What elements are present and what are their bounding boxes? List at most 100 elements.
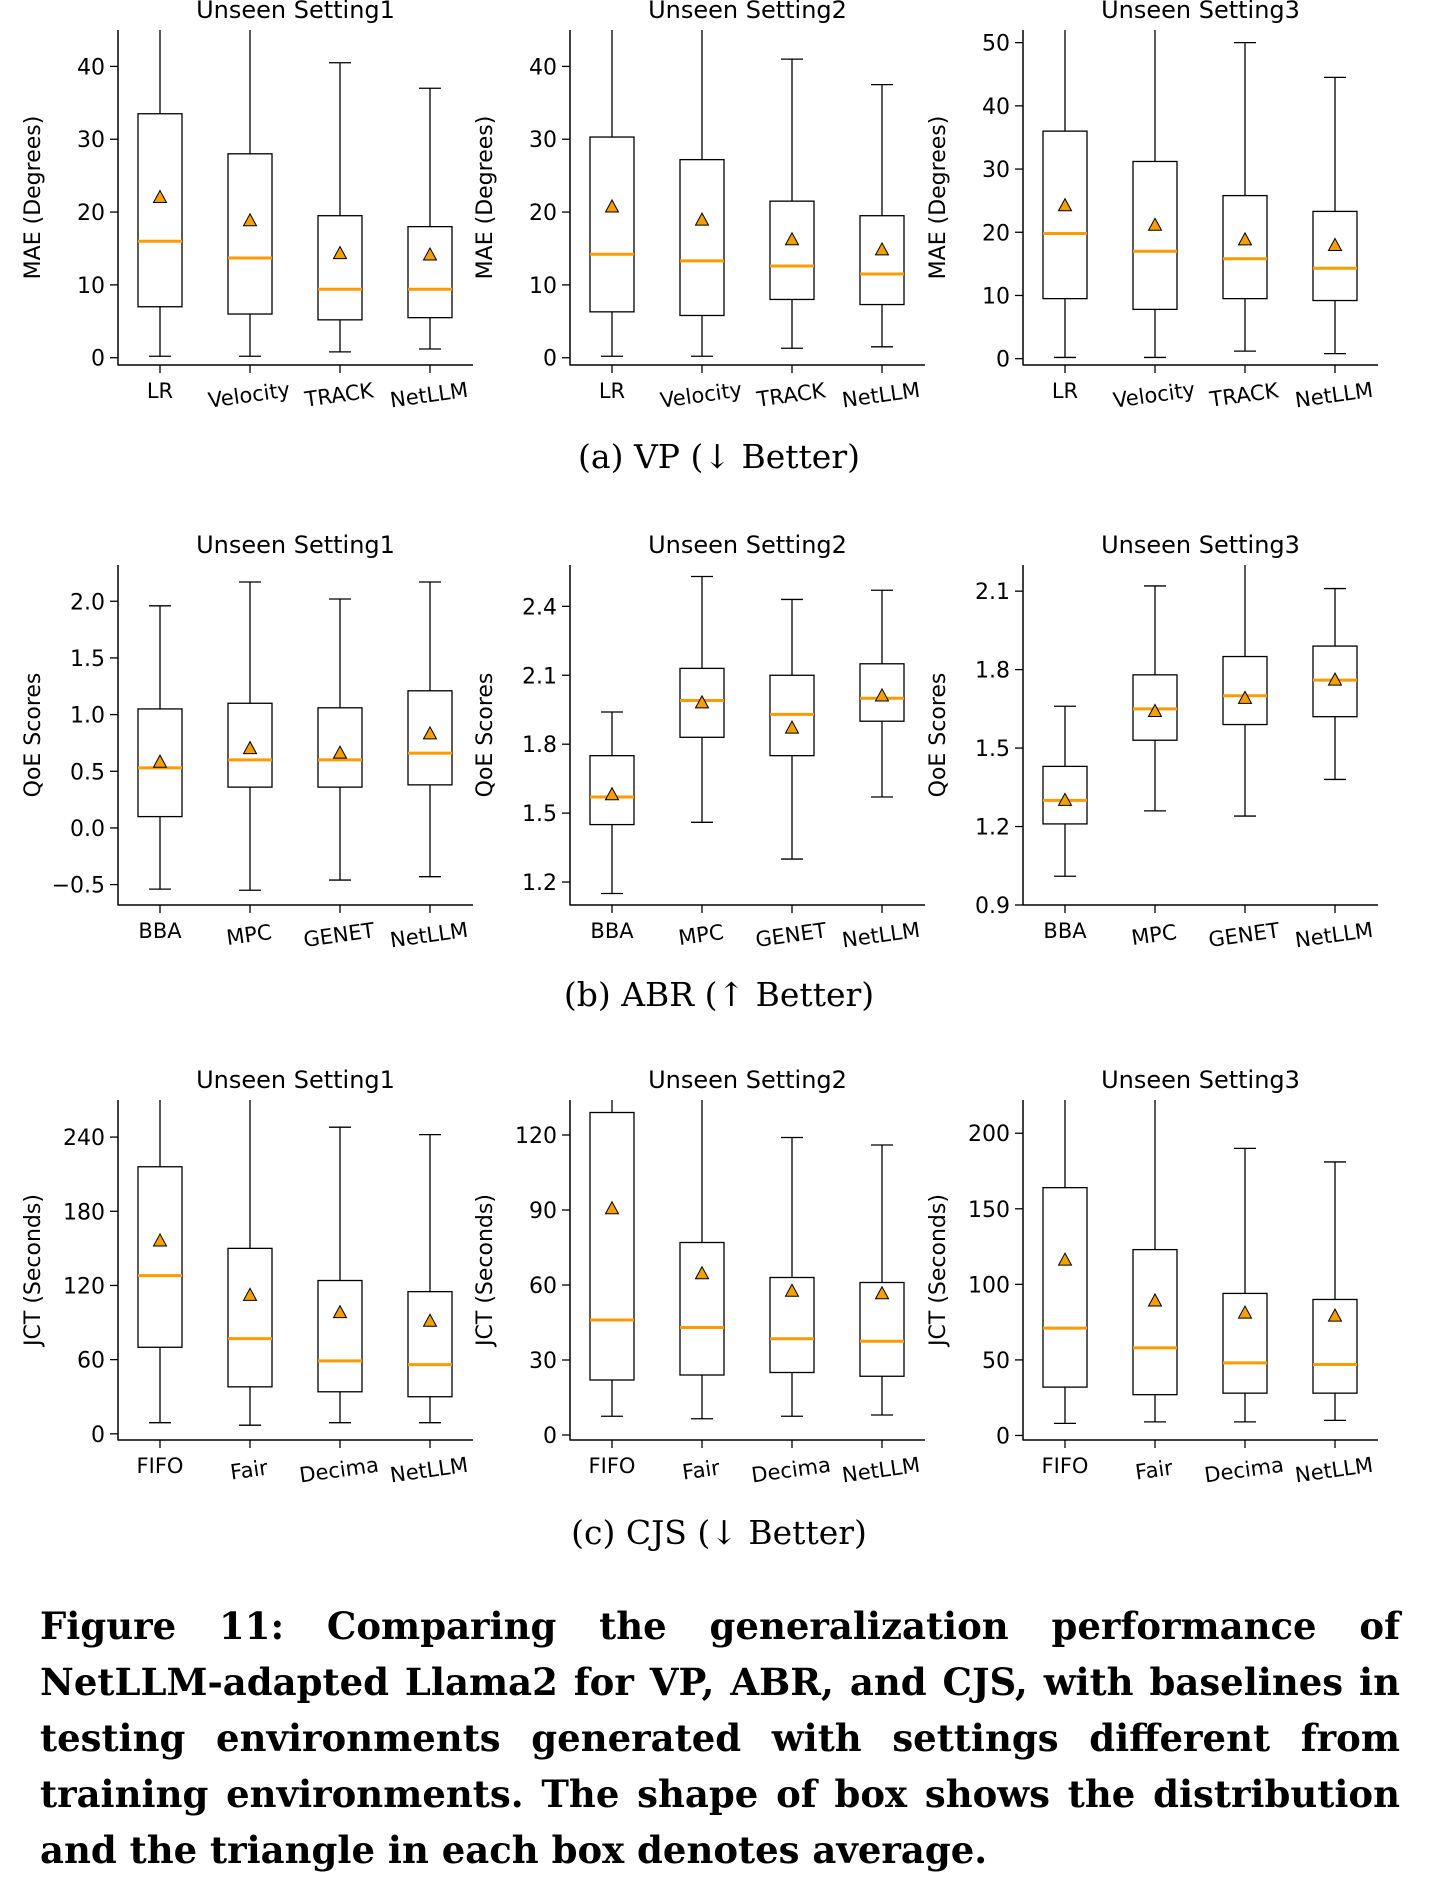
mean-marker-bba <box>1057 792 1073 806</box>
mean-marker-netllm <box>1327 237 1343 252</box>
y-axis-label: MAE (Degrees) <box>473 116 498 280</box>
y-tick-label: 120 <box>63 1274 105 1299</box>
y-tick-label: 200 <box>968 1122 1010 1147</box>
y-tick-label: 1.5 <box>975 737 1010 762</box>
chart-title: Unseen Setting3 <box>1101 0 1300 24</box>
x-tick-label-fair: Fair <box>681 1456 722 1485</box>
chart-title: Unseen Setting2 <box>648 1066 847 1094</box>
y-tick-label: 180 <box>63 1200 105 1225</box>
box-velocity <box>679 158 725 317</box>
mean-marker-mpc <box>242 740 258 755</box>
y-tick-label: 20 <box>77 201 105 226</box>
y-tick-label: 60 <box>529 1274 557 1299</box>
box-velocity <box>227 153 273 315</box>
y-tick-label: 0 <box>543 1424 557 1449</box>
y-axis-label: JCT (Seconds) <box>21 1194 46 1348</box>
chart-panel-abr-3: Unseen Setting3 QoE Scores 0.9 1.2 1.5 1.8 2.1… <box>926 531 1378 952</box>
x-tick-label-velocity: Velocity <box>659 377 744 412</box>
mean-marker-fifo <box>152 1232 168 1247</box>
x-tick-label-decima: Decima <box>750 1453 832 1488</box>
x-tick-label-lr: LR <box>1052 379 1078 403</box>
y-tick-label: 0 <box>996 348 1010 373</box>
y-tick-label: 40 <box>77 55 105 80</box>
x-tick-label-genet: GENET <box>302 918 376 952</box>
y-tick-label: 10 <box>982 284 1010 309</box>
x-tick-label-genet: GENET <box>754 918 828 952</box>
chart-title: Unseen Setting1 <box>196 531 395 559</box>
mean-marker-bba <box>604 786 620 801</box>
y-axis-label: MAE (Degrees) <box>21 116 46 280</box>
x-tick-label-lr: LR <box>599 379 625 403</box>
y-tick-label: 1.0 <box>70 704 105 729</box>
x-tick-label-track: TRACK <box>1207 378 1281 412</box>
chart-panel-cjs-3: Unseen Setting3 JCT (Seconds) 0 50 100 150 200… <box>926 1066 1378 1488</box>
y-axis-label: JCT (Seconds) <box>926 1194 951 1348</box>
y-tick-label: 240 <box>63 1126 105 1151</box>
y-tick-label: 0 <box>91 347 105 372</box>
box-netllm <box>407 225 453 319</box>
y-tick-label: 120 <box>515 1124 557 1149</box>
x-tick-label-netllm: NetLLM <box>1294 918 1375 953</box>
y-tick-label: 2.1 <box>522 664 557 689</box>
x-tick-label-velocity: Velocity <box>207 377 292 412</box>
box-netllm <box>859 215 905 306</box>
x-tick-label-mpc: MPC <box>677 920 725 950</box>
chart-panel-vp-1: Unseen Setting1 MAE (Degrees) 0 10 20 30 40 LR V… <box>21 0 473 413</box>
box-mpc <box>227 702 273 788</box>
mean-marker-genet <box>332 745 348 759</box>
chart-title: Unseen Setting1 <box>196 1066 395 1094</box>
x-tick-label-velocity: Velocity <box>1112 377 1197 412</box>
mean-marker-fifo <box>1057 1252 1073 1266</box>
caption-abr: (b) ABR (↑ Better) <box>563 975 875 1014</box>
y-tick-label: 30 <box>77 128 105 153</box>
mean-marker-netllm <box>1327 1308 1343 1322</box>
y-tick-label: 40 <box>529 55 557 80</box>
x-tick-label-netllm: NetLLM <box>1294 378 1375 413</box>
x-tick-label-genet: GENET <box>1207 918 1281 952</box>
x-tick-label-netllm: NetLLM <box>389 378 470 413</box>
mean-marker-netllm <box>422 1313 438 1327</box>
chart-panel-vp-2: Unseen Setting2 MAE (Degrees) 0 10 20 30 40 LR V… <box>473 0 925 413</box>
x-tick-label-netllm: NetLLM <box>389 918 470 953</box>
x-tick-label-fifo: FIFO <box>137 1454 184 1478</box>
mean-marker-netllm <box>874 241 890 256</box>
y-axis-label: QoE Scores <box>473 673 498 798</box>
mean-marker-genet <box>1237 690 1253 704</box>
y-tick-label: 10 <box>529 274 557 299</box>
chart-panel-abr-1: Unseen Setting1 QoE Scores −0.5 0.0 0.5 1.0 1.… <box>21 531 473 952</box>
box-decima <box>1222 1292 1268 1394</box>
box-bba <box>589 755 635 826</box>
y-tick-label: 50 <box>982 32 1010 57</box>
mean-marker-netllm <box>422 246 438 261</box>
mean-marker-lr <box>604 198 620 213</box>
y-tick-label: 0.0 <box>70 817 105 842</box>
chart-title: Unseen Setting3 <box>1101 1066 1300 1094</box>
y-tick-label: 1.2 <box>975 816 1010 841</box>
y-axis-label: JCT (Seconds) <box>473 1194 498 1348</box>
mean-marker-velocity <box>242 212 258 227</box>
y-tick-label: 0 <box>996 1424 1010 1449</box>
y-tick-label: 90 <box>529 1199 557 1224</box>
chart-title: Unseen Setting2 <box>648 531 847 559</box>
chart-panel-cjs-2: Unseen Setting2 JCT (Seconds) 0 30 60 90 120 FI… <box>473 1066 925 1488</box>
y-tick-label: 20 <box>529 201 557 226</box>
y-tick-label: 30 <box>529 128 557 153</box>
y-axis-label: QoE Scores <box>21 673 46 798</box>
mean-marker-mpc <box>694 694 710 709</box>
x-tick-label-fifo: FIFO <box>589 1454 636 1478</box>
mean-marker-netllm <box>874 687 890 702</box>
y-tick-label: 50 <box>982 1349 1010 1374</box>
mean-marker-fifo <box>604 1200 620 1215</box>
box-track <box>317 215 363 321</box>
figure-caption: Figure 11: Comparing the generalization … <box>40 1604 1400 1872</box>
y-tick-label: 10 <box>77 274 105 299</box>
x-tick-label-netllm: NetLLM <box>841 1453 922 1488</box>
x-tick-label-netllm: NetLLM <box>389 1453 470 1488</box>
y-tick-label: 100 <box>968 1273 1010 1298</box>
y-tick-label: 1.8 <box>975 659 1010 684</box>
y-tick-label: 2.1 <box>975 580 1010 605</box>
y-tick-label: 0 <box>91 1423 105 1448</box>
mean-marker-mpc <box>1147 703 1163 717</box>
box-genet <box>317 707 363 788</box>
caption-cjs: (c) CJS (↓ Better) <box>571 1513 867 1552</box>
